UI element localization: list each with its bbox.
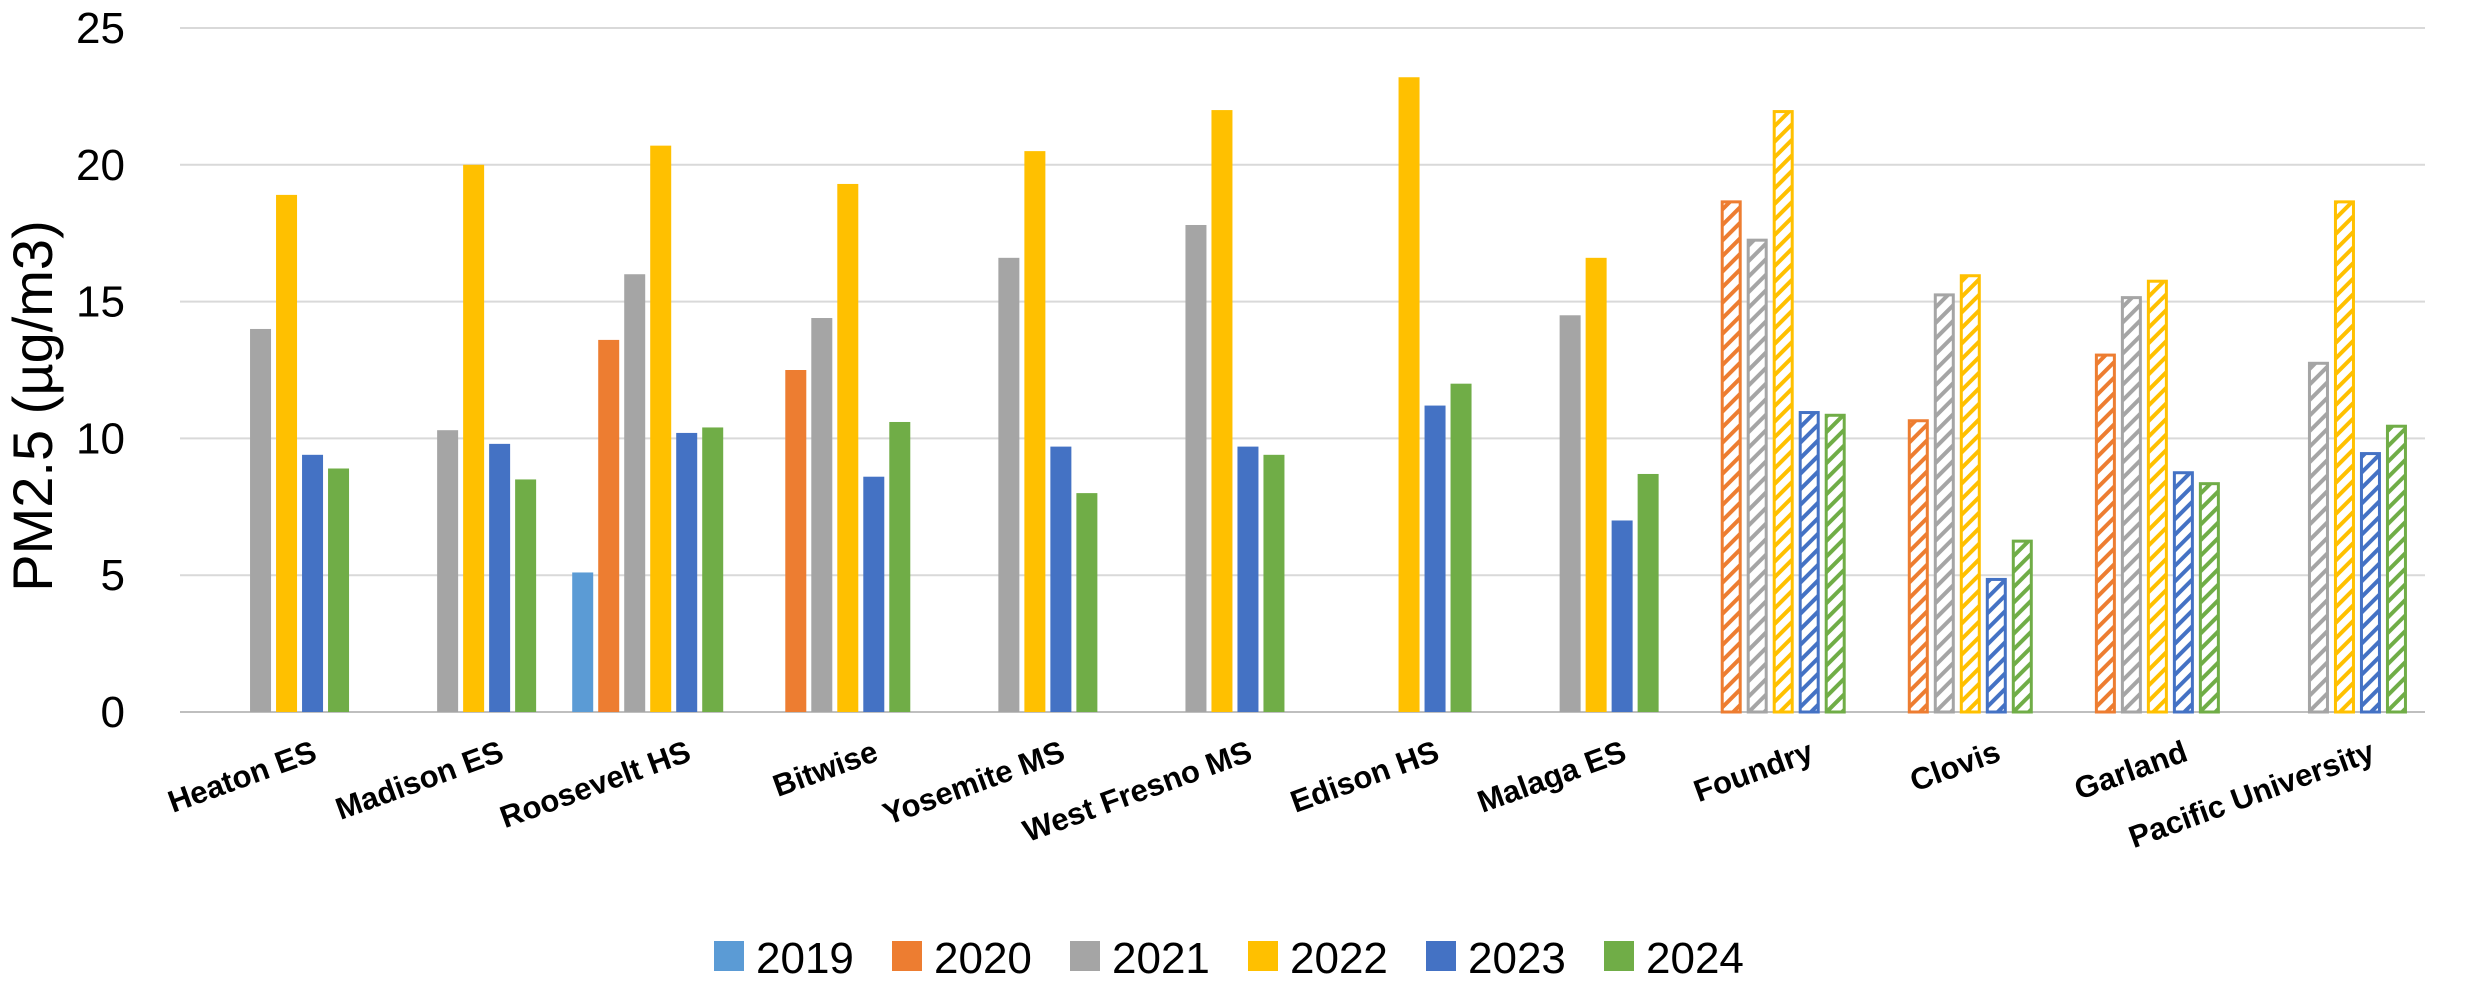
x-tick-label: Bitwise (768, 734, 882, 804)
x-tick-label: Malaga ES (1473, 734, 1631, 820)
bar-2023 (2359, 452, 2381, 714)
bar-2021 (437, 430, 459, 712)
legend-label: 2019 (756, 934, 854, 983)
bar-2021 (1559, 315, 1581, 712)
bars (250, 77, 2407, 714)
bar-2023 (302, 454, 324, 712)
y-tick-label: 25 (76, 4, 125, 53)
bar-2022 (1959, 274, 1981, 714)
bar-2023 (1050, 446, 1072, 712)
bar-2024 (889, 421, 911, 712)
x-tick-label: Roosevelt HS (495, 734, 695, 835)
bar-2024 (2385, 424, 2407, 714)
bar-2020 (2094, 353, 2116, 714)
bar-2024 (1450, 383, 1472, 712)
bar-2024 (1263, 454, 1285, 712)
bar-2022 (1772, 110, 1794, 714)
bar-2024 (515, 479, 537, 712)
legend-swatch-2021 (1070, 941, 1100, 971)
legend-label: 2020 (934, 934, 1032, 983)
legend-swatch-2022 (1248, 941, 1278, 971)
bar-2023 (1237, 446, 1259, 712)
bar-2024 (702, 427, 724, 712)
y-tick-label: 10 (76, 414, 125, 463)
x-tick-label: Heaton ES (163, 734, 321, 820)
bar-2022 (1398, 77, 1420, 713)
bar-2020 (1720, 200, 1742, 714)
y-tick-label: 5 (101, 551, 125, 600)
bar-2021 (1746, 238, 1768, 714)
x-tick-label: Foundry (1689, 733, 1818, 809)
bar-2023 (1424, 405, 1446, 712)
bar-2021 (250, 328, 272, 712)
legend-swatch-2024 (1604, 941, 1634, 971)
bar-2023 (863, 476, 885, 712)
bar-2023 (1985, 577, 2007, 714)
y-axis-ticks: 0 5 10 15 20 25 (76, 4, 125, 737)
x-tick-label: Garland (2070, 734, 2192, 807)
legend-swatch-2023 (1426, 941, 1456, 971)
bar-2019 (572, 572, 594, 712)
bar-2021 (1933, 293, 1955, 714)
bar-2022 (2333, 200, 2355, 714)
bar-2021 (998, 257, 1020, 712)
bar-2022 (1585, 257, 1607, 712)
gridlines (180, 27, 2425, 713)
legend-label: 2022 (1290, 934, 1388, 983)
bar-2021 (1185, 224, 1207, 712)
bar-2023 (1611, 520, 1633, 712)
y-tick-label: 15 (76, 278, 125, 327)
legend-swatch-2020 (892, 941, 922, 971)
bar-2021 (2307, 361, 2329, 714)
bar-2024 (2011, 539, 2033, 714)
bar-2021 (624, 274, 646, 712)
bar-2024 (328, 468, 350, 712)
legend-label: 2024 (1646, 934, 1744, 983)
bar-2023 (2172, 471, 2194, 714)
bar-2020 (785, 370, 807, 712)
x-tick-label: Edison HS (1286, 734, 1444, 820)
bar-2021 (811, 318, 833, 712)
y-axis-title: PM2.5 (µg/m3) (1, 220, 64, 591)
bar-2020 (1907, 419, 1929, 714)
x-tick-label: Clovis (1905, 734, 2004, 799)
bar-2024 (1824, 413, 1846, 714)
bar-2020 (598, 339, 620, 712)
bar-2023 (676, 432, 698, 712)
bar-2023 (489, 443, 511, 712)
x-tick-label: Madison ES (331, 734, 508, 827)
bar-2024 (1076, 493, 1098, 712)
bar-2022 (1211, 110, 1233, 712)
bar-2022 (276, 194, 298, 712)
bar-2022 (1024, 151, 1046, 712)
bar-2022 (837, 183, 859, 712)
legend-label: 2021 (1112, 934, 1210, 983)
bar-2024 (2198, 482, 2220, 714)
y-tick-label: 20 (76, 141, 125, 190)
bar-2023 (1798, 411, 1820, 714)
legend: 2019 2020 2021 2022 2023 2024 (714, 934, 1744, 983)
bar-2024 (1637, 473, 1659, 712)
legend-label: 2023 (1468, 934, 1566, 983)
bar-2022 (650, 145, 672, 712)
legend-swatch-2019 (714, 941, 744, 971)
bar-2021 (2120, 296, 2142, 714)
bar-2022 (463, 164, 485, 713)
bar-2022 (2146, 279, 2168, 714)
y-tick-label: 0 (101, 688, 125, 737)
